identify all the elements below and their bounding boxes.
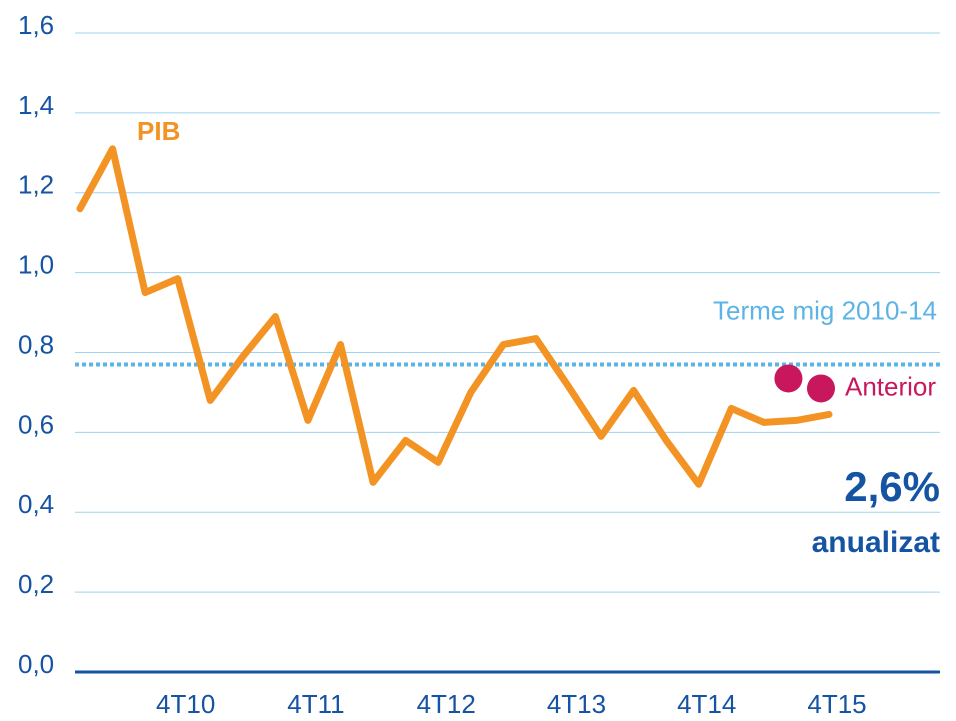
x-tick-label: 4T12 (417, 689, 476, 719)
y-tick-label: 1,2 (18, 170, 54, 200)
x-tick-label: 4T10 (156, 689, 215, 719)
series-label: PIB (137, 116, 180, 146)
y-tick-label: 0,2 (18, 569, 54, 599)
x-tick-label: 4T14 (677, 689, 736, 719)
x-tick-label: 4T15 (807, 689, 866, 719)
y-tick-label: 0,8 (18, 329, 54, 359)
anterior-dot (806, 374, 835, 403)
anterior-label: Anterior (845, 371, 936, 401)
y-tick-label: 0,4 (18, 489, 54, 519)
y-tick-label: 1,4 (18, 90, 54, 120)
y-tick-label: 1,6 (18, 10, 54, 40)
reference-label: Terme mig 2010-14 (713, 295, 937, 325)
x-tick-label: 4T11 (287, 689, 344, 719)
anterior-dot (774, 364, 803, 393)
y-tick-label: 0,0 (18, 649, 54, 679)
y-tick-label: 1,0 (18, 250, 54, 280)
annotation-value: 2,6% (844, 463, 940, 510)
annotation-unit: anualizat (812, 526, 940, 559)
x-tick-label: 4T13 (547, 689, 606, 719)
pib-line (76, 145, 833, 488)
y-tick-label: 0,6 (18, 409, 54, 439)
